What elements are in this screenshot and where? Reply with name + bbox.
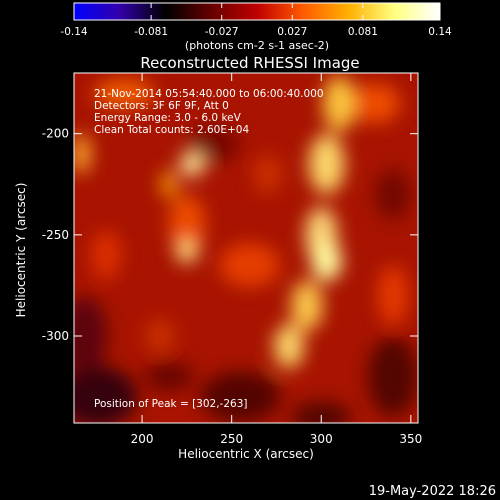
annotation-line: Clean Total counts: 2.60E+04 xyxy=(94,124,249,136)
chart-title: Reconstructed RHESSI Image xyxy=(140,54,359,72)
heatmap-image xyxy=(74,73,418,423)
colorbar-unit-label: (photons cm-2 s-1 asec-2) xyxy=(185,39,329,52)
colorbar-tick-label: -0.081 xyxy=(134,26,168,38)
y-tick-label: -200 xyxy=(42,127,69,141)
colorbar-tick-label: -0.14 xyxy=(60,26,87,38)
annotations: 21-Nov-2014 05:54:40.000 to 06:00:40.000… xyxy=(94,88,324,136)
x-tick-label: 200 xyxy=(131,432,154,446)
x-axis-label: Heliocentric X (arcsec) xyxy=(178,447,314,461)
footer-timestamp: 19-May-2022 18:26 xyxy=(369,484,496,499)
y-tick-label: -300 xyxy=(42,329,69,343)
x-tick-label: 350 xyxy=(399,432,422,446)
plot-frame xyxy=(73,72,419,424)
y-tick-label: -250 xyxy=(42,228,69,242)
colorbar-tick-label: 0.027 xyxy=(277,26,307,38)
y-axis-label: Heliocentric Y (arcsec) xyxy=(14,183,28,318)
colorbar-tick-label: 0.081 xyxy=(348,26,378,38)
colorbar xyxy=(73,2,441,21)
colorbar-ticks: -0.14 -0.081 -0.027 0.027 0.081 0.14 xyxy=(60,3,452,38)
colorbar-tick-label: 0.14 xyxy=(428,26,452,38)
annotation-line: Detectors: 3F 6F 9F, Att 0 xyxy=(94,100,229,112)
x-tick-label: 300 xyxy=(310,432,333,446)
annotation-line: 21-Nov-2014 05:54:40.000 to 06:00:40.000 xyxy=(94,88,324,100)
x-tick-label: 250 xyxy=(220,432,243,446)
axis-ticks: 200 250 300 350 -200 -250 -300 xyxy=(42,73,422,446)
annotation-line: Energy Range: 3.0 - 6.0 keV xyxy=(94,112,242,124)
peak-label: Position of Peak = [302,-263] xyxy=(94,398,248,410)
colorbar-tick-label: -0.027 xyxy=(205,26,239,38)
